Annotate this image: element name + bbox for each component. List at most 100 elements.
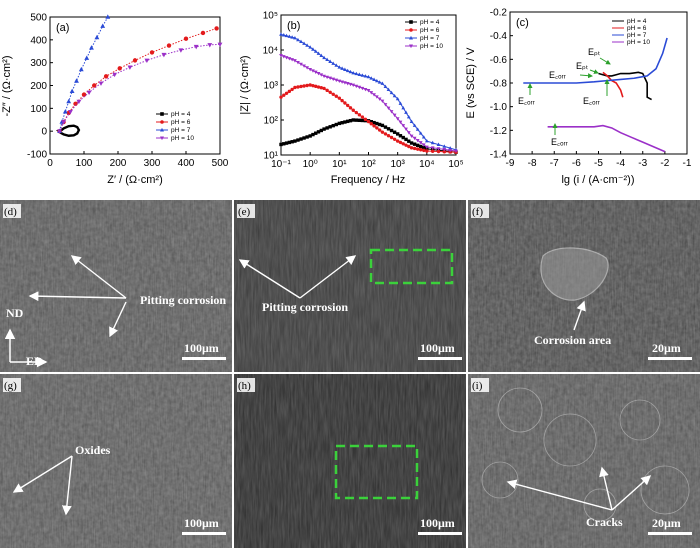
e-pit-label-1: Eₚₜ [588, 47, 601, 57]
x-tick-label: 10¹ [332, 159, 347, 170]
series-line [523, 37, 668, 84]
y-tick-label: 300 [30, 58, 47, 69]
data-point [325, 126, 329, 130]
y-tick-label: 10² [264, 116, 279, 127]
data-point [424, 139, 429, 143]
data-point [348, 106, 353, 110]
data-point [415, 147, 420, 151]
data-point [415, 143, 420, 148]
data-point [305, 83, 309, 88]
data-point [331, 77, 336, 82]
legend-entry: pH = 6 [171, 119, 191, 126]
data-point [430, 149, 435, 153]
data-point [386, 134, 391, 138]
data-point [217, 42, 223, 48]
annotation-label: Pitting corrosion [262, 300, 348, 314]
data-point [398, 140, 403, 145]
y-axis-label: -Z″ / (Ω·cm²) [1, 56, 13, 117]
data-point [418, 141, 423, 145]
data-point [430, 140, 435, 145]
data-point [345, 103, 350, 108]
scale-bar-label: 100μm [184, 341, 219, 355]
micrograph-g: (g) Oxides 100μm [0, 374, 232, 548]
x-tick-label: -6 [572, 158, 581, 169]
y-tick-label: 500 [30, 13, 47, 24]
series-line [59, 16, 109, 132]
y-tick-label: -100 [27, 150, 47, 161]
data-point [380, 81, 385, 85]
y-tick-label: 10³ [264, 81, 279, 92]
data-point [302, 136, 306, 140]
data-point [66, 98, 72, 104]
data-point [302, 84, 306, 88]
legend-entry: pH = 4 [171, 111, 191, 118]
x-tick-label: -3 [638, 158, 647, 169]
legend-marker [409, 35, 413, 40]
data-point [279, 95, 283, 99]
data-point [322, 55, 326, 60]
x-tick-label: -9 [506, 158, 515, 169]
data-point [345, 68, 350, 73]
data-point [308, 83, 312, 87]
data-point [57, 129, 62, 134]
data-point [418, 131, 423, 135]
x-tick-label: 10⁻¹ [271, 159, 291, 170]
data-point [357, 118, 362, 123]
data-point [337, 121, 342, 126]
data-point [392, 113, 397, 118]
x-tick-label: 10² [361, 159, 376, 170]
data-point [314, 84, 318, 89]
data-point [299, 39, 303, 44]
data-point [404, 127, 408, 132]
scale-bar-label: 100μm [420, 516, 455, 530]
data-point [351, 70, 356, 75]
ed-axis-label: ED [26, 354, 43, 368]
y-axis-label: E (vs SCE) / V [465, 47, 477, 119]
data-point [398, 101, 403, 105]
data-point [319, 73, 324, 77]
data-point [409, 141, 414, 145]
data-point [76, 99, 82, 105]
data-point [375, 121, 379, 126]
panel-letter: (e) [238, 206, 251, 218]
data-point [389, 128, 394, 133]
annotation-arrow [579, 73, 593, 79]
data-point [62, 109, 68, 114]
data-point [73, 101, 78, 106]
e-corr-label-2: E꜀ₒᵣᵣ [583, 96, 600, 106]
x-tick-label: 200 [110, 158, 127, 169]
data-point [313, 49, 318, 53]
data-point [392, 93, 397, 98]
y-tick-label: 100 [30, 104, 47, 115]
data-point [293, 59, 297, 63]
data-point [290, 140, 294, 144]
data-point [377, 128, 382, 132]
data-point [406, 115, 411, 119]
data-point [331, 123, 335, 128]
data-point [372, 120, 376, 125]
annotation-label: Oxides [75, 443, 111, 457]
data-point [337, 79, 342, 84]
y-axis-label: |Z| / (Ω·cm²) [239, 55, 251, 114]
data-point [282, 142, 286, 146]
data-point [392, 130, 397, 134]
data-point [328, 90, 332, 95]
data-point [103, 74, 109, 79]
legend-marker [160, 136, 164, 141]
legend-entry: pH = 6 [420, 27, 440, 34]
data-point [284, 56, 289, 60]
data-point [149, 50, 155, 55]
data-point [422, 145, 426, 150]
nd-axis-label: ND [6, 306, 24, 320]
legend-marker [160, 112, 164, 116]
data-point [328, 76, 333, 81]
data-point [409, 134, 414, 138]
data-point [293, 35, 297, 40]
data-point [377, 97, 382, 101]
data-point [287, 140, 292, 145]
annotation-label: Cracks [586, 515, 623, 529]
data-point [348, 69, 353, 74]
legend-entry: pH = 7 [171, 127, 191, 134]
data-point [132, 58, 138, 63]
data-point [144, 58, 150, 64]
